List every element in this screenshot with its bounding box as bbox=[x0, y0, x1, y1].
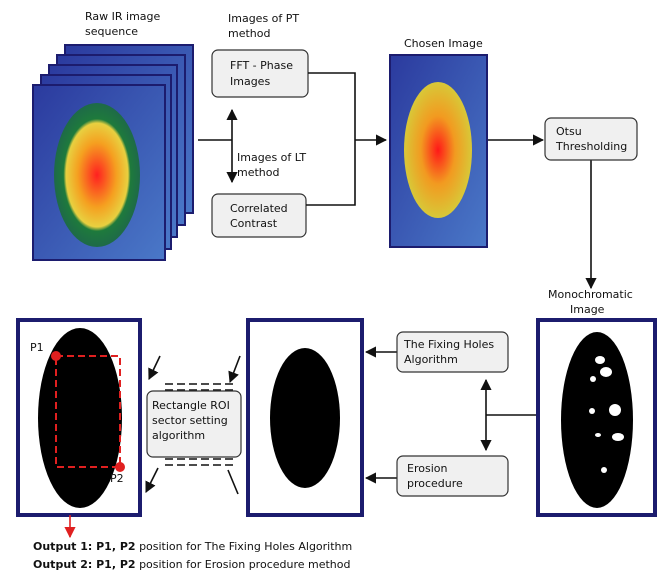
text-line: Erosion bbox=[407, 462, 447, 475]
text-line: Algorithm bbox=[404, 353, 458, 366]
text-line: Contrast bbox=[230, 217, 278, 230]
text-line: FFT - Phase bbox=[230, 59, 293, 72]
text-line: method bbox=[237, 166, 279, 179]
p1-label: P1 bbox=[30, 341, 44, 354]
output-2: Output 2: P1, P2 position for Erosion pr… bbox=[33, 558, 351, 571]
text-line: sequence bbox=[85, 25, 138, 38]
raw-sequence-label: Raw IR image sequence bbox=[85, 10, 161, 38]
lt-method-label: Images of LT method bbox=[237, 151, 306, 179]
text-line: The Fixing Holes bbox=[403, 338, 494, 351]
correlated-box bbox=[212, 194, 306, 237]
text-line: procedure bbox=[407, 477, 463, 490]
text-line: Output 2: P1, P2 bbox=[33, 558, 136, 571]
diagram: Raw IR imagesequence Images of PTmethod … bbox=[0, 0, 667, 574]
image-stack bbox=[33, 45, 193, 260]
text-line: Images bbox=[230, 75, 270, 88]
text-line: Thresholding bbox=[555, 140, 627, 153]
pt-method-label: Images of PT method bbox=[228, 12, 299, 40]
text-line: position for Erosion procedure method bbox=[139, 558, 350, 571]
chosen-image-label: Chosen Image bbox=[404, 37, 483, 50]
fft-box bbox=[212, 50, 308, 97]
text-line: Rectangle ROI bbox=[152, 399, 230, 412]
text-line: Images of LT bbox=[237, 151, 306, 164]
text-line: Correlated bbox=[230, 202, 288, 215]
text-line: Images of PT bbox=[228, 12, 299, 25]
p2-label: P2 bbox=[110, 472, 124, 485]
text-line: Otsu bbox=[556, 125, 582, 138]
text-line: Raw IR image bbox=[85, 10, 161, 23]
text-line: Output 1: P1, P2 bbox=[33, 540, 136, 553]
monochromatic-label: Monochromatic Image bbox=[548, 288, 633, 316]
text-line: position for The Fixing Holes Algorithm bbox=[139, 540, 352, 553]
text-line: Monochromatic bbox=[548, 288, 633, 301]
text-line: sector setting bbox=[152, 414, 228, 427]
hot-spot bbox=[404, 82, 472, 218]
text-line: Image bbox=[570, 303, 605, 316]
output-1: Output 1: P1, P2 position for The Fixing… bbox=[33, 540, 352, 553]
text-line: algorithm bbox=[152, 429, 205, 442]
text-line: method bbox=[228, 27, 270, 40]
